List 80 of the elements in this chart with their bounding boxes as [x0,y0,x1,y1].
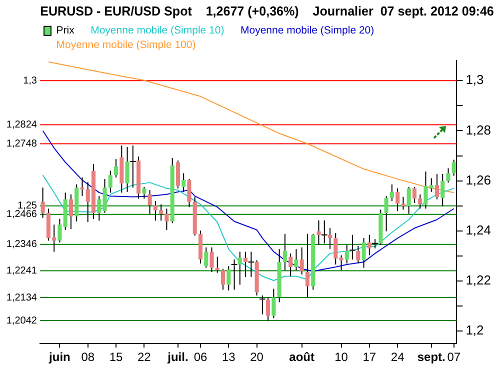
candlestick [192,196,197,236]
candlestick [272,288,276,319]
candlestick [300,246,304,275]
candlestick [362,238,366,268]
candlestick [418,194,422,210]
ref-line-label: 1,2346 [6,239,38,250]
candlestick [159,204,164,222]
candlestick [114,158,118,178]
x-tick-label: 07 [447,350,461,364]
candlestick [198,230,203,264]
candlestick [446,168,450,184]
candlestick [204,246,208,268]
candlestick [406,186,411,214]
x-tick-label: 24 [390,350,405,364]
candlestick [390,184,394,202]
candlestick [356,245,360,264]
candlestick [68,194,73,230]
candlestick [412,186,416,204]
series-label: Moyenne mobile (Simple 100) [56,39,196,52]
candlestick [266,296,270,322]
candlestick [440,174,445,207]
candlestick [80,177,84,197]
ref-line-label: 1,2134 [6,292,38,304]
ref-line-label: 1,2042 [6,315,38,326]
candlestick [226,266,231,292]
y-tick-label: 1,28 [466,122,492,138]
text: Moyenne mobile (Simple 20) [240,24,374,37]
candlestick [40,187,45,218]
candlestick [182,172,186,192]
ref-line-label: 1,2824 [6,119,38,130]
x-tick-label: 15 [109,350,124,364]
x-tick-label: juin [48,350,70,364]
candlestick [277,248,282,303]
y-tick-label: 1,22 [466,272,492,288]
chart-title: EURUSD - EUR/USD Spot 1,2677 (+0,36%) Journalier 07 sept. 2012 09:46 [40,3,494,18]
ref-line-label: 1,2466 [6,209,38,220]
legend-label: Prix [56,24,76,37]
candlestick [63,192,68,230]
candlestick [288,252,293,277]
y-tick-label: 1,3 [466,72,484,88]
text: Moyenne mobile (Simple 10) [90,24,224,37]
candlestick [74,184,79,222]
y-tick-label: 1,24 [466,222,492,238]
candlestick [176,160,180,189]
y-tick-label: 1,26 [466,172,492,188]
candlestick [164,208,169,230]
candlestick [305,233,310,298]
x-tick-label: juil. [166,350,188,364]
candlestick [170,158,174,224]
x-tick-label: 06 [194,350,208,364]
candlestick [344,244,349,264]
candlestick [210,246,214,272]
candlestick [148,190,152,214]
ref-line-label: 1,2241 [6,265,38,276]
x-tick-label: 22 [137,350,152,364]
candlestick [215,256,220,274]
candlestick [187,178,192,208]
x-tick-label: 17 [362,350,376,364]
candlestick [220,268,226,290]
x-tick-label: 10 [334,350,348,364]
candlestick [108,170,112,194]
candlestick [294,248,298,271]
candlestick [153,200,158,222]
candlestick [434,174,440,200]
candlestick [120,145,124,194]
candlestick [58,218,62,243]
ref-line-label: 1,2748 [6,138,38,150]
candlestick [401,196,406,210]
x-tick-label: 08 [81,350,95,364]
candlestick [142,186,146,200]
candlestick [282,233,287,271]
x-tick-label: 20 [250,350,264,364]
ref-line-label: 1,3 [23,75,38,86]
candlestick [384,196,388,232]
x-tick-label: août [289,350,315,364]
candlestick [311,233,316,290]
x-tick-label: sept. [417,350,446,364]
candlestick [396,188,400,212]
x-tick-label: 13 [222,350,236,364]
y-tick-label: 1,2 [466,322,484,338]
